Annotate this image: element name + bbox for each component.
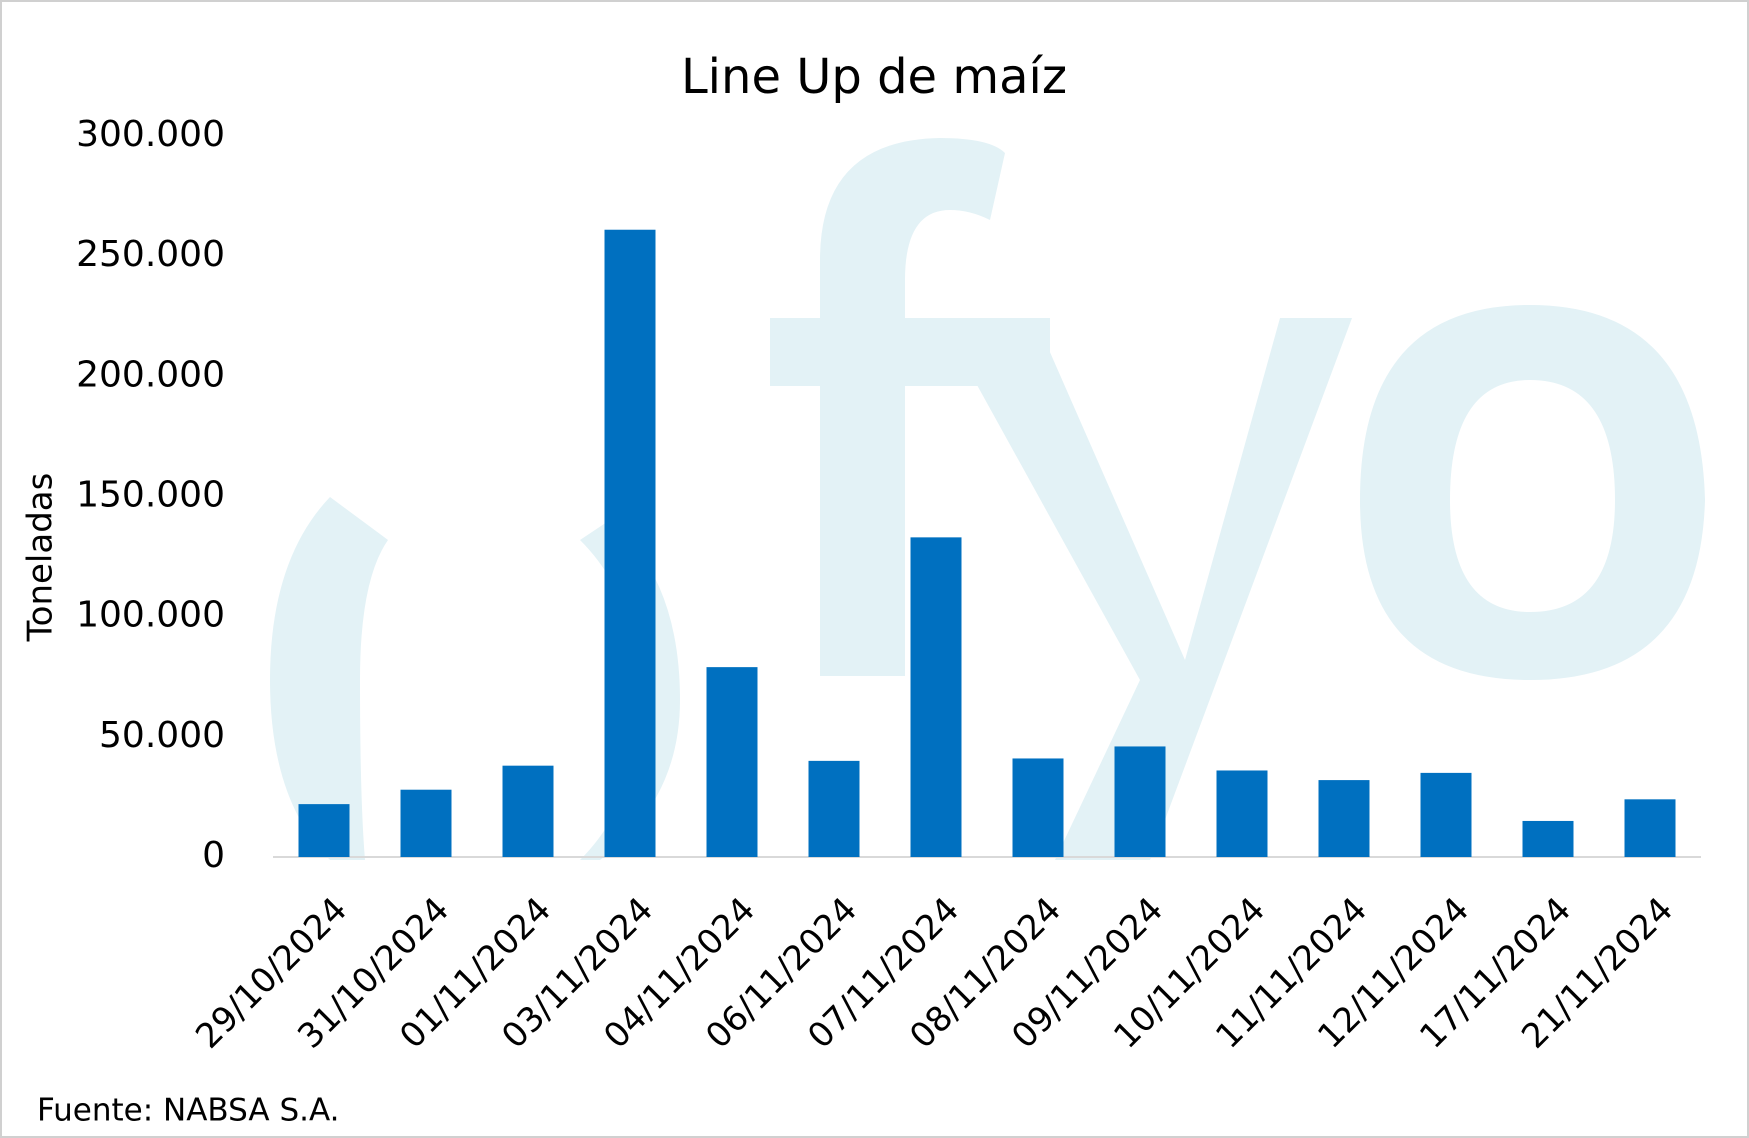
- bar: [1420, 772, 1472, 857]
- y-tick-label: 100.000: [76, 595, 225, 636]
- bar: [400, 789, 452, 857]
- watermark-shape: [820, 138, 1005, 676]
- bar: [1114, 746, 1166, 857]
- y-tick-label: 50.000: [99, 715, 225, 756]
- bar: [706, 667, 758, 857]
- bar: [1012, 758, 1064, 857]
- watermark-shape: [270, 497, 388, 860]
- bar: [604, 229, 656, 858]
- bar: [502, 765, 554, 857]
- y-tick-label: 300.000: [76, 114, 225, 155]
- watermark-shape: [1360, 305, 1705, 680]
- source-note: Fuente: NABSA S.A.: [37, 1093, 340, 1129]
- bar: [1216, 770, 1268, 857]
- bar: [808, 760, 860, 857]
- watermark: [270, 138, 1705, 860]
- y-tick-label: 250.000: [76, 234, 225, 275]
- y-axis-label: Toneladas: [21, 473, 61, 643]
- bar: [910, 537, 962, 857]
- bar: [1624, 799, 1676, 857]
- y-tick-label: 0: [202, 835, 225, 876]
- y-tick-label: 150.000: [76, 475, 225, 516]
- bar: [1318, 780, 1370, 857]
- bar: [1522, 820, 1574, 857]
- chart-title: Line Up de maíz: [681, 49, 1067, 105]
- y-tick-label: 200.000: [76, 354, 225, 395]
- bar: [298, 804, 350, 857]
- watermark-shape: [940, 318, 1352, 860]
